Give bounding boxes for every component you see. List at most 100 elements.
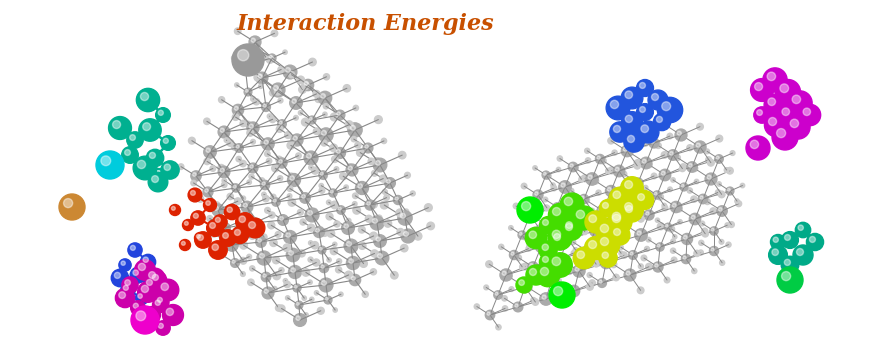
Circle shape: [536, 225, 542, 231]
Circle shape: [370, 232, 378, 240]
Circle shape: [669, 226, 675, 232]
Circle shape: [509, 226, 513, 230]
Circle shape: [121, 147, 138, 163]
Circle shape: [607, 138, 614, 144]
Circle shape: [606, 185, 616, 196]
Circle shape: [283, 279, 288, 283]
Circle shape: [147, 310, 152, 315]
Circle shape: [138, 282, 158, 302]
Circle shape: [371, 269, 377, 275]
Circle shape: [357, 184, 363, 188]
Circle shape: [313, 90, 320, 97]
Circle shape: [309, 241, 313, 245]
Circle shape: [358, 226, 365, 233]
Circle shape: [621, 171, 627, 177]
Circle shape: [625, 91, 633, 98]
Circle shape: [625, 235, 629, 240]
Circle shape: [614, 165, 625, 177]
Circle shape: [113, 120, 121, 128]
Circle shape: [800, 104, 821, 126]
Circle shape: [609, 187, 631, 209]
Circle shape: [280, 216, 283, 220]
Circle shape: [331, 201, 338, 209]
Circle shape: [179, 239, 191, 251]
Circle shape: [249, 232, 256, 239]
Circle shape: [133, 303, 138, 309]
Circle shape: [267, 56, 274, 63]
Circle shape: [781, 232, 799, 248]
Circle shape: [543, 220, 548, 225]
Circle shape: [327, 230, 335, 237]
Circle shape: [486, 261, 493, 268]
Circle shape: [705, 173, 717, 185]
Circle shape: [393, 195, 403, 205]
Circle shape: [717, 182, 721, 186]
Circle shape: [638, 264, 643, 269]
Circle shape: [583, 197, 589, 203]
Circle shape: [219, 230, 236, 246]
Circle shape: [298, 250, 305, 257]
Circle shape: [585, 211, 607, 233]
Circle shape: [384, 195, 389, 200]
Circle shape: [398, 211, 413, 225]
Circle shape: [319, 128, 333, 142]
Circle shape: [549, 203, 572, 227]
Circle shape: [290, 176, 295, 180]
Circle shape: [298, 111, 302, 115]
Circle shape: [687, 145, 693, 150]
Circle shape: [197, 235, 200, 238]
Circle shape: [283, 65, 297, 79]
Circle shape: [291, 268, 295, 272]
Circle shape: [292, 99, 296, 103]
Circle shape: [115, 288, 135, 307]
Circle shape: [404, 209, 409, 214]
Circle shape: [135, 260, 156, 280]
Circle shape: [278, 120, 287, 128]
Circle shape: [519, 281, 531, 293]
Circle shape: [360, 260, 367, 267]
Circle shape: [775, 80, 801, 104]
Circle shape: [655, 192, 657, 195]
Circle shape: [336, 149, 340, 153]
Circle shape: [562, 220, 582, 240]
Circle shape: [166, 308, 174, 315]
Circle shape: [170, 205, 181, 215]
Circle shape: [197, 196, 204, 202]
Circle shape: [228, 241, 232, 245]
Circle shape: [327, 258, 331, 262]
Circle shape: [299, 86, 306, 93]
Circle shape: [638, 211, 645, 218]
Circle shape: [600, 157, 606, 164]
Circle shape: [218, 97, 225, 103]
Circle shape: [221, 182, 227, 187]
Circle shape: [242, 62, 246, 65]
Circle shape: [214, 206, 218, 210]
Circle shape: [261, 103, 270, 111]
Circle shape: [227, 140, 233, 146]
Circle shape: [371, 201, 378, 208]
Circle shape: [212, 204, 224, 216]
Circle shape: [558, 290, 565, 296]
Circle shape: [572, 200, 579, 207]
Circle shape: [374, 158, 379, 163]
Circle shape: [809, 236, 815, 243]
Circle shape: [114, 272, 121, 279]
Circle shape: [338, 207, 341, 210]
Circle shape: [262, 287, 274, 299]
Circle shape: [302, 118, 309, 126]
Circle shape: [278, 176, 282, 181]
Circle shape: [671, 239, 676, 244]
Circle shape: [510, 251, 518, 260]
Circle shape: [191, 180, 197, 186]
Circle shape: [321, 265, 324, 268]
Circle shape: [790, 119, 799, 128]
Circle shape: [375, 251, 389, 265]
Circle shape: [232, 238, 238, 244]
Circle shape: [586, 283, 593, 290]
Circle shape: [717, 206, 727, 216]
Circle shape: [704, 199, 711, 205]
Circle shape: [807, 233, 823, 251]
Circle shape: [529, 231, 537, 238]
Circle shape: [161, 136, 176, 150]
Circle shape: [522, 202, 531, 211]
